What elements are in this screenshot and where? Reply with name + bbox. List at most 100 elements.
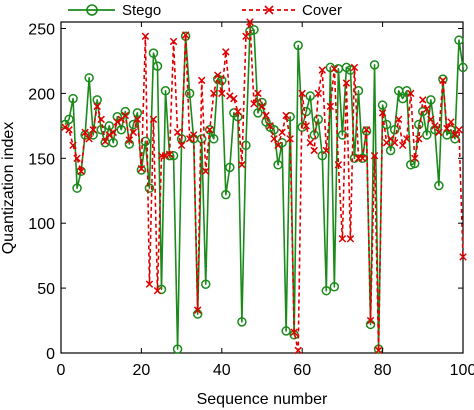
data-point bbox=[270, 135, 278, 143]
data-point bbox=[169, 37, 178, 46]
x-tick-label: 0 bbox=[57, 362, 66, 379]
data-point bbox=[458, 62, 468, 73]
data-point bbox=[92, 95, 102, 105]
data-point bbox=[108, 137, 119, 148]
data-point bbox=[338, 235, 347, 243]
y-tick-label: 250 bbox=[28, 21, 55, 38]
data-point bbox=[329, 282, 340, 292]
data-point bbox=[104, 121, 114, 131]
data-point bbox=[426, 95, 436, 105]
series-line-cover bbox=[64, 21, 464, 352]
data-point bbox=[64, 114, 74, 125]
data-point bbox=[89, 126, 97, 134]
data-point bbox=[459, 253, 467, 261]
data-point bbox=[394, 115, 403, 124]
x-tick-label: 40 bbox=[213, 362, 231, 379]
data-point bbox=[113, 118, 122, 126]
legend-cover-label: Cover bbox=[302, 2, 342, 19]
data-point bbox=[226, 92, 234, 100]
data-point bbox=[314, 89, 323, 98]
data-point bbox=[69, 141, 77, 150]
data-point bbox=[144, 183, 155, 193]
data-point bbox=[362, 126, 371, 134]
data-point bbox=[447, 118, 455, 126]
data-point bbox=[145, 280, 154, 288]
data-point bbox=[109, 128, 117, 137]
data-point bbox=[137, 164, 146, 173]
data-point bbox=[237, 317, 247, 327]
data-point bbox=[165, 150, 174, 159]
data-point bbox=[439, 76, 447, 85]
data-point bbox=[310, 146, 318, 155]
data-point bbox=[419, 96, 427, 104]
data-point bbox=[293, 40, 303, 51]
data-point bbox=[222, 48, 230, 56]
data-point bbox=[411, 154, 419, 163]
legend-stego-marker bbox=[86, 4, 98, 16]
data-point bbox=[378, 109, 387, 117]
x-tick-label: 60 bbox=[293, 362, 311, 379]
data-point bbox=[125, 136, 134, 144]
data-point bbox=[334, 161, 343, 169]
data-point bbox=[133, 115, 142, 124]
data-point bbox=[407, 89, 415, 98]
data-point bbox=[401, 86, 412, 96]
data-point bbox=[258, 102, 266, 111]
x-axis-label: Sequence number bbox=[197, 391, 328, 408]
data-point bbox=[366, 316, 375, 325]
data-point bbox=[253, 108, 263, 118]
data-point bbox=[397, 93, 408, 104]
data-point bbox=[250, 100, 258, 108]
legend-stego-label: Stego bbox=[122, 2, 161, 19]
data-point bbox=[346, 235, 355, 243]
data-point bbox=[317, 150, 328, 161]
data-point bbox=[160, 86, 171, 96]
data-point bbox=[116, 124, 127, 135]
data-point bbox=[209, 134, 219, 144]
axis-layer: 0 20 40 60 80 100 0 50 100 150 200 250 bbox=[28, 21, 474, 379]
data-point bbox=[443, 124, 451, 133]
data-point bbox=[242, 32, 250, 41]
y-tick-label: 200 bbox=[28, 86, 55, 103]
data-point bbox=[454, 35, 464, 45]
data-point bbox=[234, 107, 242, 116]
data-point bbox=[68, 93, 78, 104]
data-point bbox=[189, 131, 198, 139]
data-point bbox=[77, 167, 85, 176]
data-point bbox=[168, 150, 179, 161]
data-point bbox=[245, 26, 255, 36]
data-point bbox=[423, 105, 431, 113]
data-point bbox=[196, 134, 207, 144]
data-point bbox=[298, 89, 306, 98]
data-point bbox=[370, 151, 379, 160]
data-point bbox=[217, 75, 227, 86]
data-point bbox=[446, 124, 456, 135]
data-point bbox=[197, 76, 206, 85]
data-point bbox=[278, 128, 286, 137]
data-point bbox=[121, 111, 130, 120]
y-tick-label: 100 bbox=[28, 216, 55, 233]
data-point bbox=[72, 183, 82, 193]
data-point bbox=[184, 88, 195, 99]
data-point bbox=[455, 126, 463, 134]
data-point bbox=[221, 189, 231, 200]
data-point bbox=[390, 138, 399, 147]
y-tick-label: 150 bbox=[28, 151, 55, 168]
data-point bbox=[427, 115, 435, 124]
data-point bbox=[282, 111, 290, 120]
legend: Stego Cover bbox=[68, 2, 342, 19]
data-point bbox=[342, 79, 351, 87]
data-point bbox=[214, 71, 222, 79]
data-point bbox=[286, 135, 294, 143]
data-point bbox=[305, 91, 315, 101]
data-point bbox=[73, 154, 81, 163]
data-point bbox=[415, 135, 423, 143]
data-point bbox=[238, 161, 246, 169]
series-layer bbox=[60, 18, 468, 355]
data-point bbox=[269, 124, 279, 135]
data-point bbox=[246, 18, 254, 26]
data-point bbox=[402, 135, 411, 143]
data-point bbox=[204, 124, 215, 135]
data-point bbox=[230, 94, 238, 103]
data-point bbox=[88, 130, 98, 140]
